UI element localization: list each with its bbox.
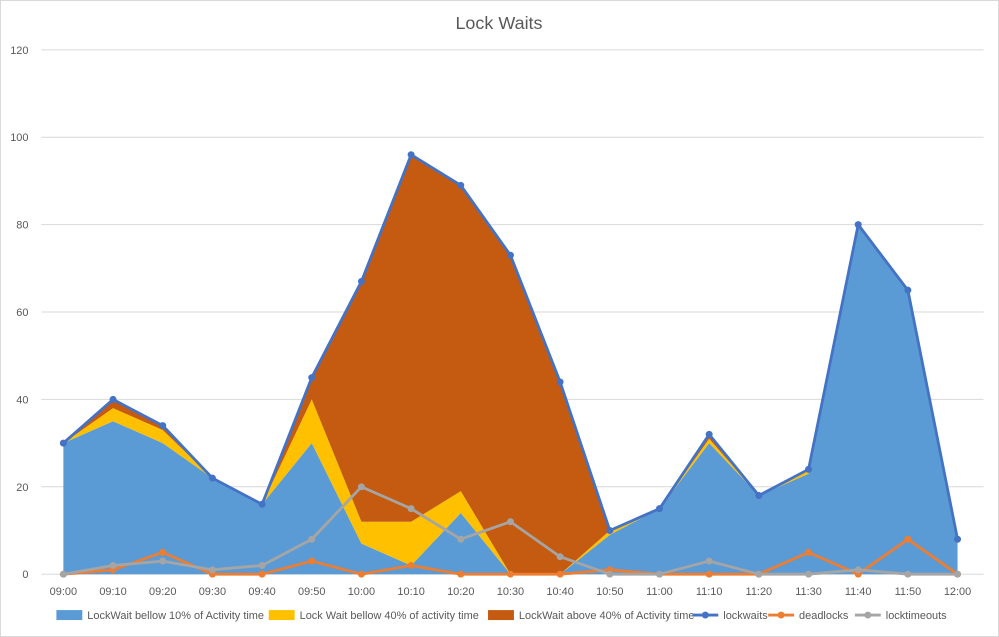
locktimeouts-point: [755, 570, 763, 578]
lockwaits-point: [109, 395, 117, 403]
x-tick-label: 10:40: [546, 586, 573, 598]
lockwaits-point: [258, 500, 266, 508]
legend-label: LockWait above 40% of Activity time: [519, 610, 695, 622]
legend-label: locktimeouts: [886, 610, 947, 622]
x-tick-label: 12:00: [944, 586, 971, 598]
x-tick-label: 09:50: [298, 586, 325, 598]
y-axis-ticks: 0 20 40 60 80 100 120: [10, 45, 28, 581]
deadlocks-point: [159, 548, 167, 556]
x-tick-label: 11:00: [646, 586, 673, 598]
legend-marker: [701, 611, 709, 619]
lockwaits-point: [705, 430, 713, 438]
deadlocks-point: [357, 570, 365, 578]
locktimeouts-point: [457, 535, 465, 543]
deadlocks-point: [705, 570, 713, 578]
deadlocks-point: [805, 548, 813, 556]
x-tick-label: 09:30: [199, 586, 226, 598]
stacked-areas: [63, 154, 958, 575]
lockwaits-point: [357, 277, 365, 285]
x-tick-label: 10:30: [497, 586, 524, 598]
legend-label: Lock Wait bellow 40% of activity time: [300, 610, 479, 622]
x-tick-label: 09:20: [149, 586, 176, 598]
deadlocks-point: [904, 535, 912, 543]
y-tick-label: 0: [22, 569, 28, 581]
legend-label: LockWait bellow 10% of Activity time: [87, 610, 264, 622]
deadlocks-point: [407, 561, 415, 569]
locktimeouts-point: [59, 570, 67, 578]
legend-swatch: [488, 610, 514, 621]
x-tick-label: 11:50: [895, 586, 922, 598]
legend: LockWait bellow 10% of Activity time Lock…: [56, 610, 947, 622]
x-tick-label: 11:30: [795, 586, 822, 598]
lockwaits-point: [457, 181, 465, 189]
lockwaits-point: [59, 439, 67, 447]
x-tick-label: 09:10: [99, 586, 126, 598]
y-tick-label: 60: [16, 307, 28, 319]
x-axis-ticks: 09:00 09:10 09:20 09:30 09:40 09:50 10:00 10:10…: [50, 586, 972, 598]
deadlocks-point: [556, 570, 564, 578]
legend-marker: [777, 611, 785, 619]
locktimeouts-point: [506, 518, 514, 526]
legend-label: deadlocks: [799, 610, 849, 622]
lockwaits-point: [208, 474, 216, 482]
deadlocks-point: [457, 570, 465, 578]
lockwaits-point: [407, 151, 415, 159]
lockwaits-point: [805, 465, 813, 473]
lockwaits-point: [954, 535, 962, 543]
y-tick-label: 80: [16, 220, 28, 232]
lockwaits-point: [308, 374, 316, 382]
lockwaits-point: [854, 221, 862, 229]
locktimeouts-point: [656, 570, 663, 578]
locktimeouts-point: [357, 483, 365, 491]
y-tick-label: 100: [10, 132, 28, 144]
locktimeouts-point: [854, 566, 862, 574]
locktimeouts-point: [159, 557, 167, 565]
x-tick-label: 10:00: [348, 586, 375, 598]
x-tick-label: 10:20: [447, 586, 474, 598]
lockwaits-point: [755, 492, 763, 500]
locktimeouts-point: [805, 570, 813, 578]
locktimeouts-point: [407, 505, 415, 513]
deadlocks-point: [258, 570, 266, 578]
locktimeouts-point: [258, 561, 266, 569]
locktimeouts-point: [705, 557, 713, 565]
legend-swatch: [268, 610, 295, 621]
series-lines: [59, 151, 962, 578]
deadlocks-point: [506, 570, 514, 578]
legend-marker: [864, 611, 872, 619]
x-tick-label: 10:50: [596, 586, 623, 598]
lockwaits-point: [159, 422, 167, 430]
y-tick-label: 20: [16, 482, 28, 494]
legend-swatch: [56, 610, 83, 621]
lockwaits-point: [904, 286, 912, 294]
x-tick-label: 10:10: [397, 586, 424, 598]
x-tick-label: 09:00: [50, 586, 77, 598]
chart-title: Lock Waits: [455, 13, 542, 33]
y-tick-label: 40: [16, 394, 28, 406]
x-tick-label: 11:20: [746, 586, 773, 598]
locktimeouts-point: [556, 553, 564, 561]
deadlocks-point: [308, 557, 316, 565]
legend-label: lockwaits: [723, 610, 768, 622]
x-tick-label: 09:40: [248, 586, 275, 598]
locktimeouts-point: [109, 561, 117, 569]
area-series-3: [63, 154, 958, 575]
area-series-1: [63, 224, 958, 575]
locktimeouts-point: [208, 566, 216, 574]
y-tick-label: 120: [10, 45, 28, 57]
lockwaits-point: [556, 378, 564, 386]
locktimeouts-point: [308, 535, 316, 543]
x-tick-label: 11:40: [845, 586, 872, 598]
locktimeouts-point: [606, 570, 614, 578]
locktimeouts-point: [954, 570, 962, 578]
x-tick-label: 11:10: [696, 586, 723, 598]
lockwaits-point: [606, 527, 614, 534]
lockwaits-point: [656, 505, 663, 513]
locktimeouts-point: [904, 570, 912, 578]
lockwaits-point: [506, 251, 514, 259]
